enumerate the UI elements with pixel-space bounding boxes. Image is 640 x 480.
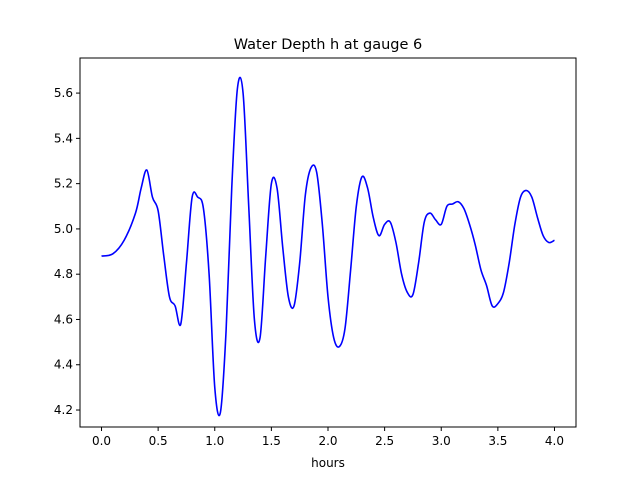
chart-title: Water Depth h at gauge 6 bbox=[234, 37, 422, 53]
x-tick-label: 1.5 bbox=[262, 434, 281, 448]
y-tick-label: 4.8 bbox=[54, 267, 73, 281]
x-tick-label: 0.0 bbox=[92, 434, 111, 448]
y-tick-label: 4.2 bbox=[54, 403, 73, 417]
y-tick-label: 5.2 bbox=[54, 177, 73, 191]
y-tick-label: 5.0 bbox=[54, 222, 73, 236]
y-tick-label: 5.6 bbox=[54, 86, 73, 100]
plot-area bbox=[101, 76, 555, 417]
y-tick-label: 4.6 bbox=[54, 312, 73, 326]
x-tick-label: 2.5 bbox=[375, 434, 394, 448]
series-line bbox=[101, 76, 555, 417]
x-tick-label: 3.0 bbox=[432, 434, 451, 448]
x-tick-label: 4.0 bbox=[545, 434, 564, 448]
x-tick-label: 3.5 bbox=[488, 434, 507, 448]
x-tick-label: 1.0 bbox=[205, 434, 224, 448]
plot-frame bbox=[79, 57, 577, 428]
y-tick-label: 5.4 bbox=[54, 131, 73, 145]
y-axis: 4.2 4.4 4.6 4.8 5.0 5.2 5.4 5.6 bbox=[54, 86, 80, 417]
y-tick-label: 4.4 bbox=[54, 358, 73, 372]
x-tick-label: 2.0 bbox=[318, 434, 337, 448]
x-axis: 0.0 0.5 1.0 1.5 2.0 2.5 3.0 3.5 4.0 bbox=[92, 427, 564, 448]
x-tick-label: 0.5 bbox=[149, 434, 168, 448]
x-axis-label: hours bbox=[311, 456, 345, 470]
